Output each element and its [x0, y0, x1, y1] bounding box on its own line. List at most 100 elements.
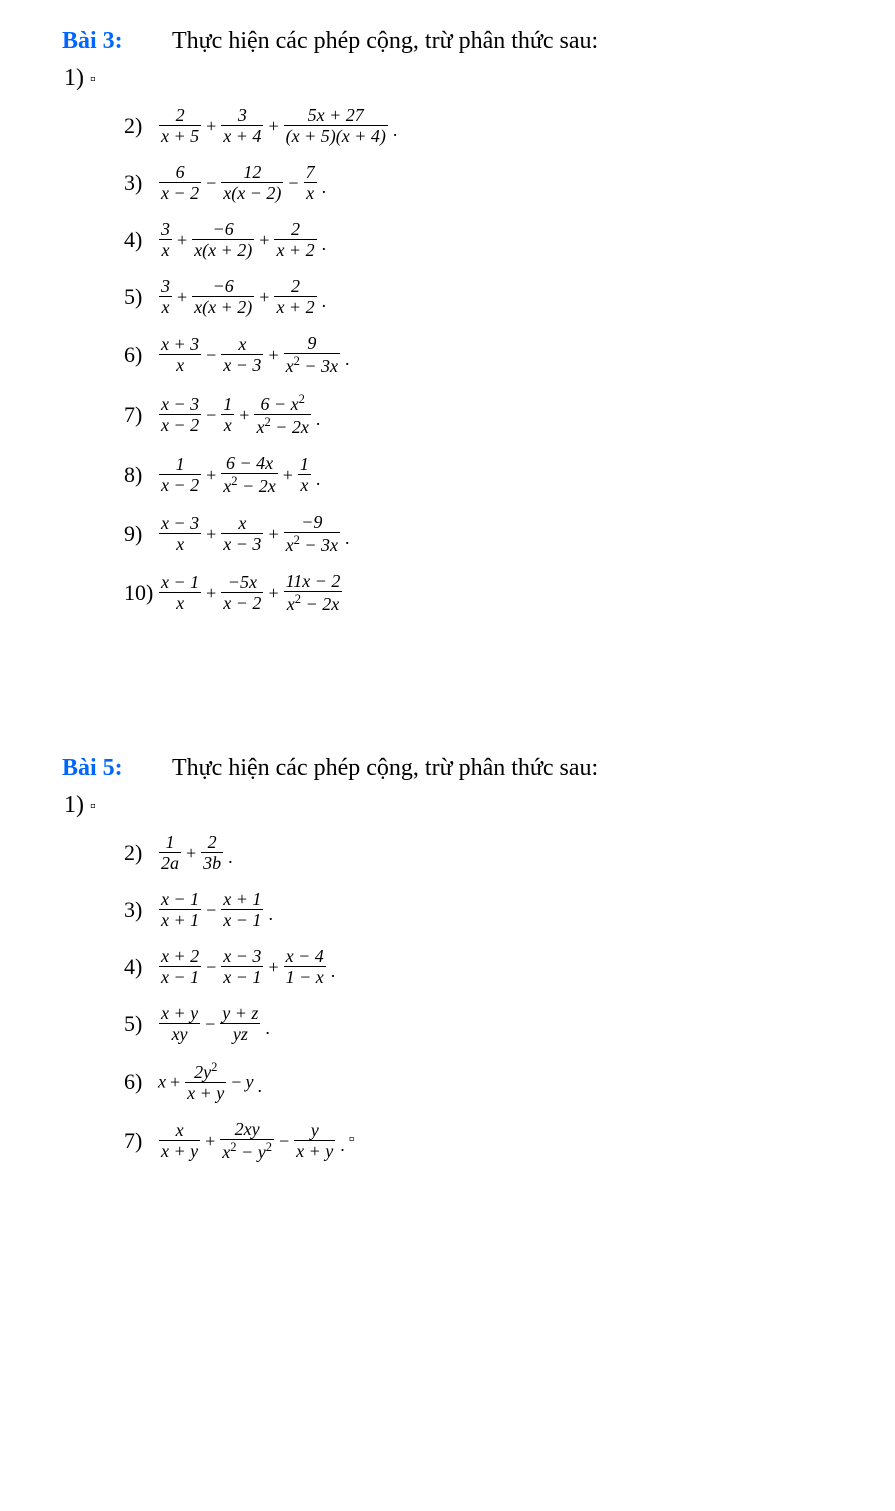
bai3-problem-list: 2)2x + 5+3x + 4+5x + 27(x + 5)(x + 4). 3)… [62, 106, 859, 613]
placeholder-square-icon: ▫ [90, 71, 96, 88]
fraction-numerator: x [221, 335, 263, 354]
fraction: x + 3x [159, 335, 201, 374]
problem-row: 2)12a+23b. [124, 833, 859, 872]
fraction-numerator: x [159, 1121, 200, 1140]
fraction-numerator: 9 [284, 334, 340, 353]
fraction-numerator: 11x − 2 [284, 572, 343, 591]
fraction: 11x − 2x2 − 2x [284, 572, 343, 613]
fraction-numerator: x [221, 514, 263, 533]
bai5-prompt: Thực hiện các phép cộng, trừ phân thức s… [172, 755, 598, 782]
fraction: 3x [159, 277, 172, 316]
fraction: xx − 3 [221, 335, 263, 374]
fraction-denominator: x − 3 [221, 354, 263, 374]
fraction: 3x + 4 [221, 106, 263, 145]
fraction-denominator: x − 2 [221, 592, 263, 612]
fraction: x − 3x [159, 514, 201, 553]
trailing-dot: . [224, 848, 233, 866]
problem-row: 4)x + 2x − 1−x − 3x − 1+x − 41 − x. [124, 947, 859, 986]
operator: + [264, 346, 282, 364]
math-expression: 3x+−6x(x + 2)+2x + 2. [158, 277, 326, 316]
bai5-item1: 1) ▫ [64, 792, 859, 819]
fraction-denominator: x [159, 533, 201, 553]
problem-row: 3)x − 1x + 1−x + 1x − 1. [124, 890, 859, 929]
fraction-denominator: xy [159, 1023, 200, 1043]
fraction: −5xx − 2 [221, 573, 263, 612]
fraction-denominator: x + y [159, 1140, 200, 1160]
fraction-numerator: 7 [304, 163, 317, 182]
fraction-denominator: x − 1 [159, 966, 201, 986]
operator: − [284, 174, 302, 192]
fraction-denominator: x(x − 2) [221, 182, 283, 202]
fraction-denominator: 3b [201, 852, 223, 872]
fraction-numerator: 6 − 4x [221, 454, 277, 473]
fraction-denominator: x [159, 592, 201, 612]
fraction: 7x [304, 163, 317, 202]
operator: + [255, 288, 273, 306]
operator: + [202, 584, 220, 602]
bai3-prompt: Thực hiện các phép cộng, trừ phân thức s… [172, 28, 598, 55]
math-expression: 6x − 2−12x(x − 2)−7x. [158, 163, 326, 202]
fraction: 12a [159, 833, 181, 872]
problem-number: 3) [124, 897, 158, 923]
problem-row: 5)3x+−6x(x + 2)+2x + 2. [124, 277, 859, 316]
problem-number: 9) [124, 521, 158, 547]
operator: + [264, 958, 282, 976]
fraction: yx + y [294, 1121, 335, 1160]
fraction-numerator: x + 1 [221, 890, 263, 909]
fraction-denominator: x2 − 2x [284, 591, 343, 613]
fraction: −6x(x + 2) [192, 277, 254, 316]
problem-number: 7) [124, 1128, 158, 1154]
operator: − [201, 1015, 219, 1033]
fraction-denominator: x − 2 [159, 182, 201, 202]
problem-number: 6) [124, 1069, 158, 1095]
problem-row: 8)1x − 2+6 − 4xx2 − 2x+1x. [124, 454, 859, 495]
fraction: −9x2 − 3x [284, 513, 340, 554]
operator: + [202, 525, 220, 543]
fraction-numerator: x − 4 [284, 947, 326, 966]
problem-number: 3) [124, 170, 158, 196]
inline-term: x [158, 1072, 166, 1092]
fraction-denominator: x [304, 182, 317, 202]
fraction-numerator: 6 − x2 [254, 393, 310, 414]
fraction-numerator: x + 2 [159, 947, 201, 966]
fraction-denominator: x − 3 [221, 533, 263, 553]
trailing-dot: . [341, 350, 350, 368]
fraction-denominator: x2 − 2x [221, 473, 277, 495]
trailing-dot: . [318, 292, 327, 310]
operator: + [166, 1073, 184, 1091]
fraction-numerator: x + y [159, 1004, 200, 1023]
bai5-label: Bài 5: [62, 755, 172, 782]
placeholder-square-icon: ▫ [90, 798, 96, 815]
fraction: xx − 3 [221, 514, 263, 553]
problem-number: 4) [124, 954, 158, 980]
operator: − [202, 346, 220, 364]
fraction-denominator: x + y [185, 1082, 226, 1102]
problem-row: 7)xx + y+2xyx2 − y2−yx + y.▫ [124, 1120, 859, 1161]
fraction: y + zyz [220, 1004, 260, 1043]
fraction-numerator: 3 [159, 220, 172, 239]
fraction-denominator: x2 − 3x [284, 532, 340, 554]
fraction-numerator: −6 [192, 220, 254, 239]
fraction: x − 3x − 2 [159, 395, 201, 434]
placeholder-square-icon: ▫ [345, 1131, 355, 1148]
fraction: −6x(x + 2) [192, 220, 254, 259]
fraction-denominator: x2 − 2x [254, 414, 310, 436]
fraction-denominator: x − 2 [159, 474, 201, 494]
fraction-numerator: x − 1 [159, 573, 201, 592]
fraction-numerator: −5x [221, 573, 263, 592]
operator: + [201, 1132, 219, 1150]
bai5-heading: Bài 5: Thực hiện các phép cộng, trừ phân… [62, 755, 859, 782]
fraction: 5x + 27(x + 5)(x + 4) [284, 106, 388, 145]
operator: − [202, 174, 220, 192]
problem-row: 10)x − 1x+−5xx − 2+11x − 2x2 − 2x [124, 572, 859, 613]
operator: − [202, 406, 220, 424]
problem-number: 5) [124, 284, 158, 310]
fraction: x − 41 − x [284, 947, 326, 986]
fraction: xx + y [159, 1121, 200, 1160]
problem-number: 2) [124, 840, 158, 866]
bai3-item1: 1) ▫ [64, 65, 859, 92]
fraction-numerator: 2 [274, 220, 316, 239]
fraction-numerator: 12 [221, 163, 283, 182]
problem-row: 2)2x + 5+3x + 4+5x + 27(x + 5)(x + 4). [124, 106, 859, 145]
fraction-denominator: x2 − 3x [284, 353, 340, 375]
